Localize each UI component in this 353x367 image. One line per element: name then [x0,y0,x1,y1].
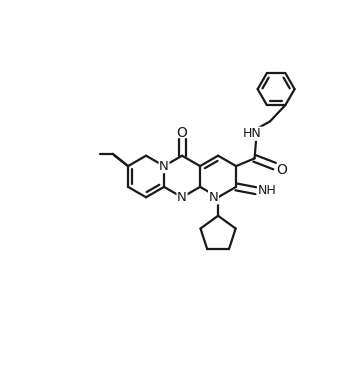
Text: N: N [177,191,187,204]
Text: N: N [159,160,169,172]
Text: HN: HN [243,127,262,140]
Text: N: N [209,191,219,204]
Text: NH: NH [257,184,276,197]
Text: O: O [176,126,187,139]
Text: O: O [276,163,287,177]
